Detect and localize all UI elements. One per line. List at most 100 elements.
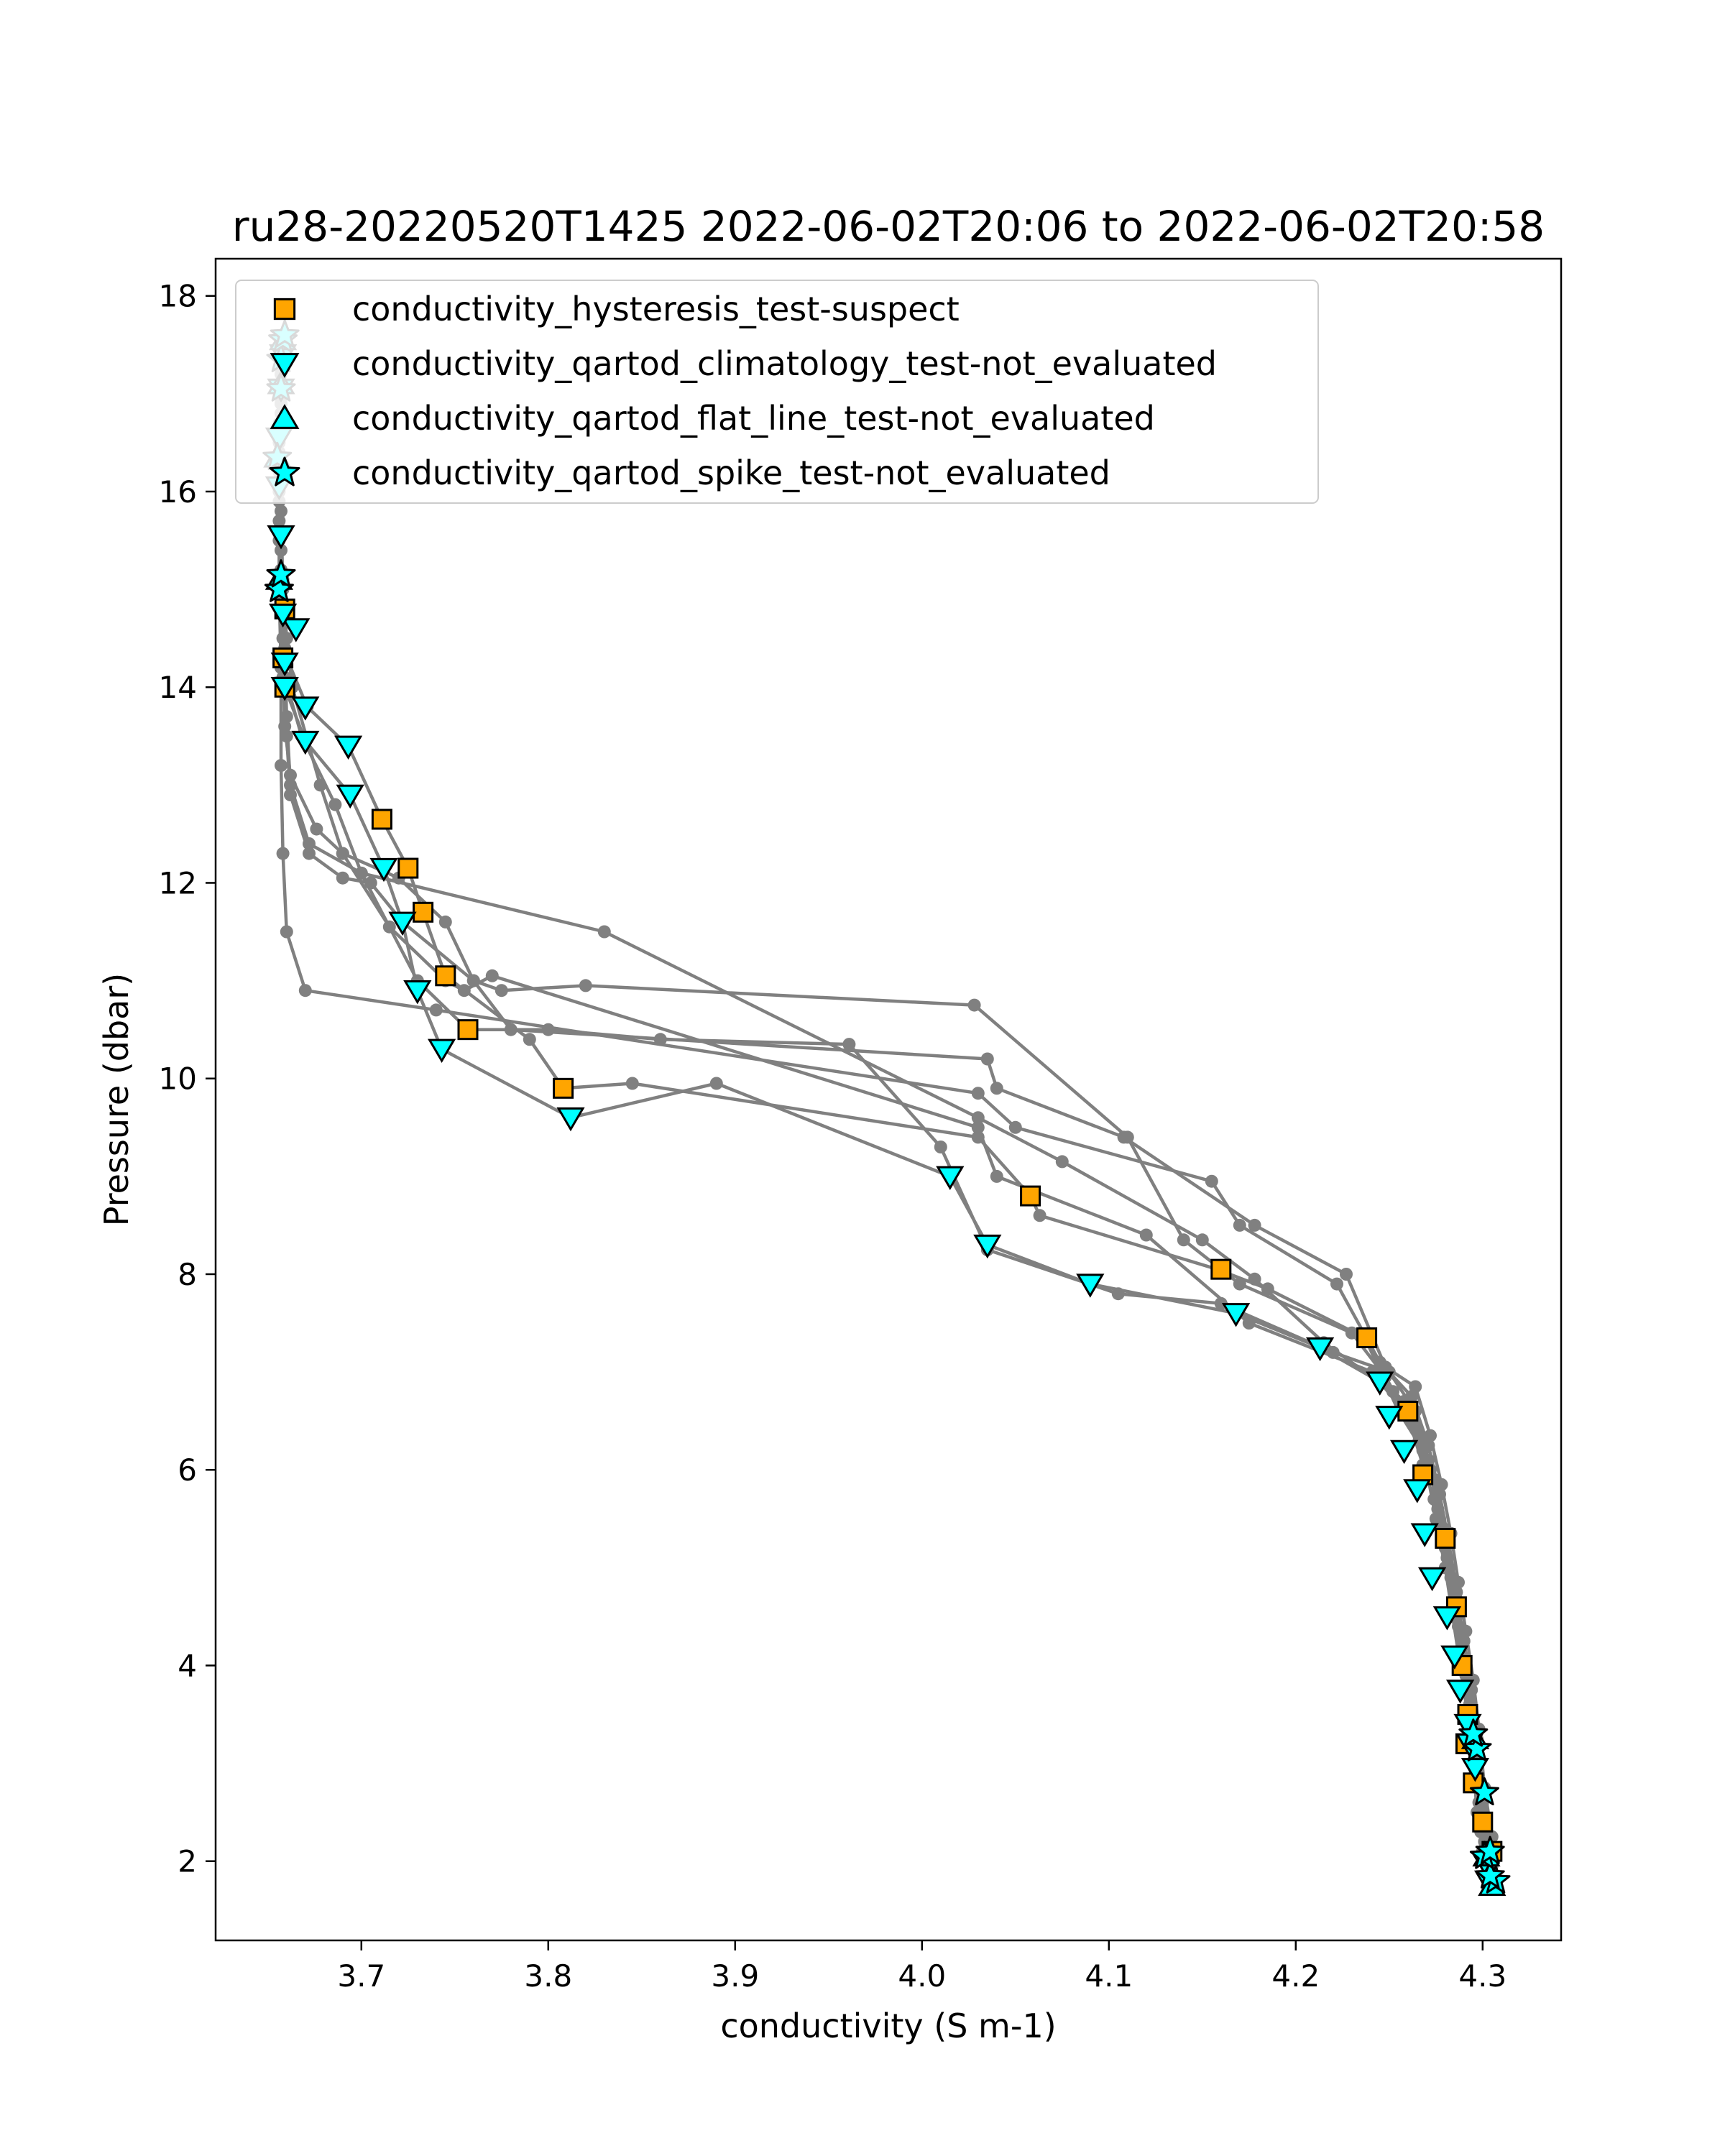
y-tick-label: 16	[159, 474, 197, 510]
x-tick-label: 4.2	[1271, 1958, 1320, 1994]
x-tick-label: 4.1	[1085, 1958, 1133, 1994]
profile-8-point-14	[1117, 1130, 1131, 1144]
series-4-star-marker-9	[266, 559, 296, 588]
series-2-triangle-down-marker-29	[270, 676, 299, 701]
series-1-square-marker-11	[1356, 1327, 1378, 1348]
profile-8-point-12	[1340, 1268, 1353, 1281]
profile-7-point-14	[1205, 1174, 1218, 1188]
series-2-triangle-down-marker-27	[291, 730, 320, 755]
legend-label-3: conductivity_qartod_flat_line_test-not_e…	[352, 399, 1155, 438]
series-2-triangle-down-marker-20	[556, 1107, 585, 1132]
profile-8-point-9	[1424, 1429, 1437, 1442]
series-1-square-marker-19	[371, 808, 392, 830]
legend-entries: conductivity_hysteresis_test-suspectcond…	[269, 290, 1217, 492]
profile-6-point-14	[1177, 1233, 1190, 1247]
profile-3-point-15	[1033, 1209, 1046, 1222]
profile-8-point-8	[1435, 1478, 1448, 1491]
series-1-square-marker-16	[435, 965, 456, 987]
profile-2-point-24	[328, 798, 342, 811]
series-2-triangle-down-marker-17	[1076, 1273, 1105, 1298]
profile-6-point-16	[967, 998, 981, 1012]
series-2-triangle-down-marker-9	[1417, 1567, 1447, 1592]
x-tick-label: 4.3	[1458, 1958, 1506, 1994]
profile-3-point-18	[625, 1077, 639, 1090]
series-2-triangle-down-marker-11	[1403, 1479, 1432, 1503]
chart-title: ru28-20220520T1425 2022-06-02T20:06 to 2…	[232, 202, 1545, 251]
profile-4-point-13	[1242, 1317, 1256, 1330]
plot-frame	[214, 257, 1563, 1942]
profile-4-point-16	[971, 1120, 985, 1134]
profile-7-point-15	[1008, 1120, 1022, 1134]
profile-5-point-14	[1195, 1233, 1209, 1247]
series-1-square-marker-8	[1435, 1528, 1456, 1549]
profile-7-point-20	[276, 847, 290, 860]
series-4-star-marker-4	[1475, 1835, 1505, 1864]
series-2-triangle-down-marker-30	[270, 652, 299, 677]
series-1-square-marker-14	[553, 1077, 574, 1099]
profile-1-point-18	[709, 1077, 723, 1090]
profile-6-point-18	[494, 984, 508, 998]
y-tick-label: 2	[178, 1844, 197, 1879]
legend-square-icon	[273, 298, 296, 321]
y-tick-label: 8	[178, 1257, 197, 1292]
profile-3-point-20	[523, 1033, 536, 1046]
profile-6-point-23	[310, 822, 323, 836]
series-1-square-marker-10	[1397, 1401, 1419, 1422]
profile-4-point-20	[382, 920, 396, 934]
series-2-triangle-down-marker-10	[1410, 1523, 1439, 1547]
x-tick-label: 4.0	[898, 1958, 946, 1994]
legend-label-4: conductivity_qartod_spike_test-not_evalu…	[352, 453, 1110, 492]
profile-2-point-15	[1111, 1287, 1125, 1301]
series-2-triangle-down-marker-22	[403, 980, 432, 1005]
profile-8-point-11	[1379, 1360, 1392, 1374]
profile-8-point-13	[1248, 1218, 1261, 1232]
markers-layer	[262, 319, 1511, 1897]
profile-4-point-14	[1139, 1228, 1153, 1242]
profile-2-point-18	[842, 1038, 856, 1051]
profile-8-point-22	[303, 847, 316, 860]
x-tick-label: 3.8	[524, 1958, 572, 1994]
profile-8-point-17	[504, 1023, 518, 1036]
legend-label-2: conductivity_qartod_climatology_test-not…	[352, 344, 1217, 383]
profile-7-point-21	[275, 759, 288, 773]
series-1-square-marker-18	[397, 857, 419, 879]
profile-6-point-20	[438, 915, 452, 929]
series-2-triangle-down-marker-14	[1366, 1371, 1394, 1396]
legend-star-icon	[269, 456, 300, 487]
series-2-triangle-down-marker-26	[334, 735, 363, 760]
profile-8-point-23	[284, 788, 297, 801]
y-tick-label: 10	[159, 1061, 197, 1097]
profile-8-point-16	[980, 1052, 994, 1066]
series-2-triangle-down-marker-3	[1460, 1758, 1490, 1782]
y-tick-label: 4	[178, 1648, 197, 1683]
profile-4-point-22	[313, 778, 327, 792]
profile-7-point-16	[971, 1087, 985, 1100]
series-2-triangle-down-marker-18	[973, 1234, 1002, 1259]
x-axis-ticks: 3.7 3.8 3.9 4.0 4.1 4.2 4.3	[337, 1940, 1506, 1994]
series-1-square-marker-15	[457, 1019, 479, 1041]
profile-8-point-10	[1409, 1380, 1422, 1393]
legend-label-1: conductivity_hysteresis_test-suspect	[352, 290, 960, 328]
series-4-star-marker-2	[1475, 1860, 1505, 1889]
y-axis-ticks: 2 4 6 8 10 12 14 16 18	[159, 279, 216, 1879]
profile-5-point-15	[1055, 1155, 1069, 1169]
series-2-triangle-down-marker-24	[369, 857, 398, 883]
profile-7-point-10	[1405, 1390, 1418, 1404]
profile-8-point-20	[364, 876, 377, 890]
series-2-triangle-down-marker-6	[1445, 1680, 1475, 1704]
profile-6-point-17	[579, 979, 592, 992]
profile-8-point-6	[1452, 1575, 1465, 1589]
y-tick-label: 12	[159, 865, 197, 900]
series-1-square-marker-12	[1210, 1258, 1232, 1280]
profile-8-point-24	[280, 729, 293, 743]
series-2-triangle-down-marker-21	[427, 1038, 456, 1064]
series-2-triangle-down-marker-8	[1432, 1606, 1462, 1631]
x-tick-label: 3.9	[711, 1958, 759, 1994]
series-2-triangle-down-marker-16	[1221, 1303, 1251, 1327]
profile-5-point-13	[1248, 1272, 1261, 1286]
profile-7-point-13	[1233, 1218, 1246, 1232]
profile-7-point-18	[298, 984, 312, 998]
profile-5-point-17	[597, 925, 611, 939]
legend-box	[235, 280, 1319, 504]
